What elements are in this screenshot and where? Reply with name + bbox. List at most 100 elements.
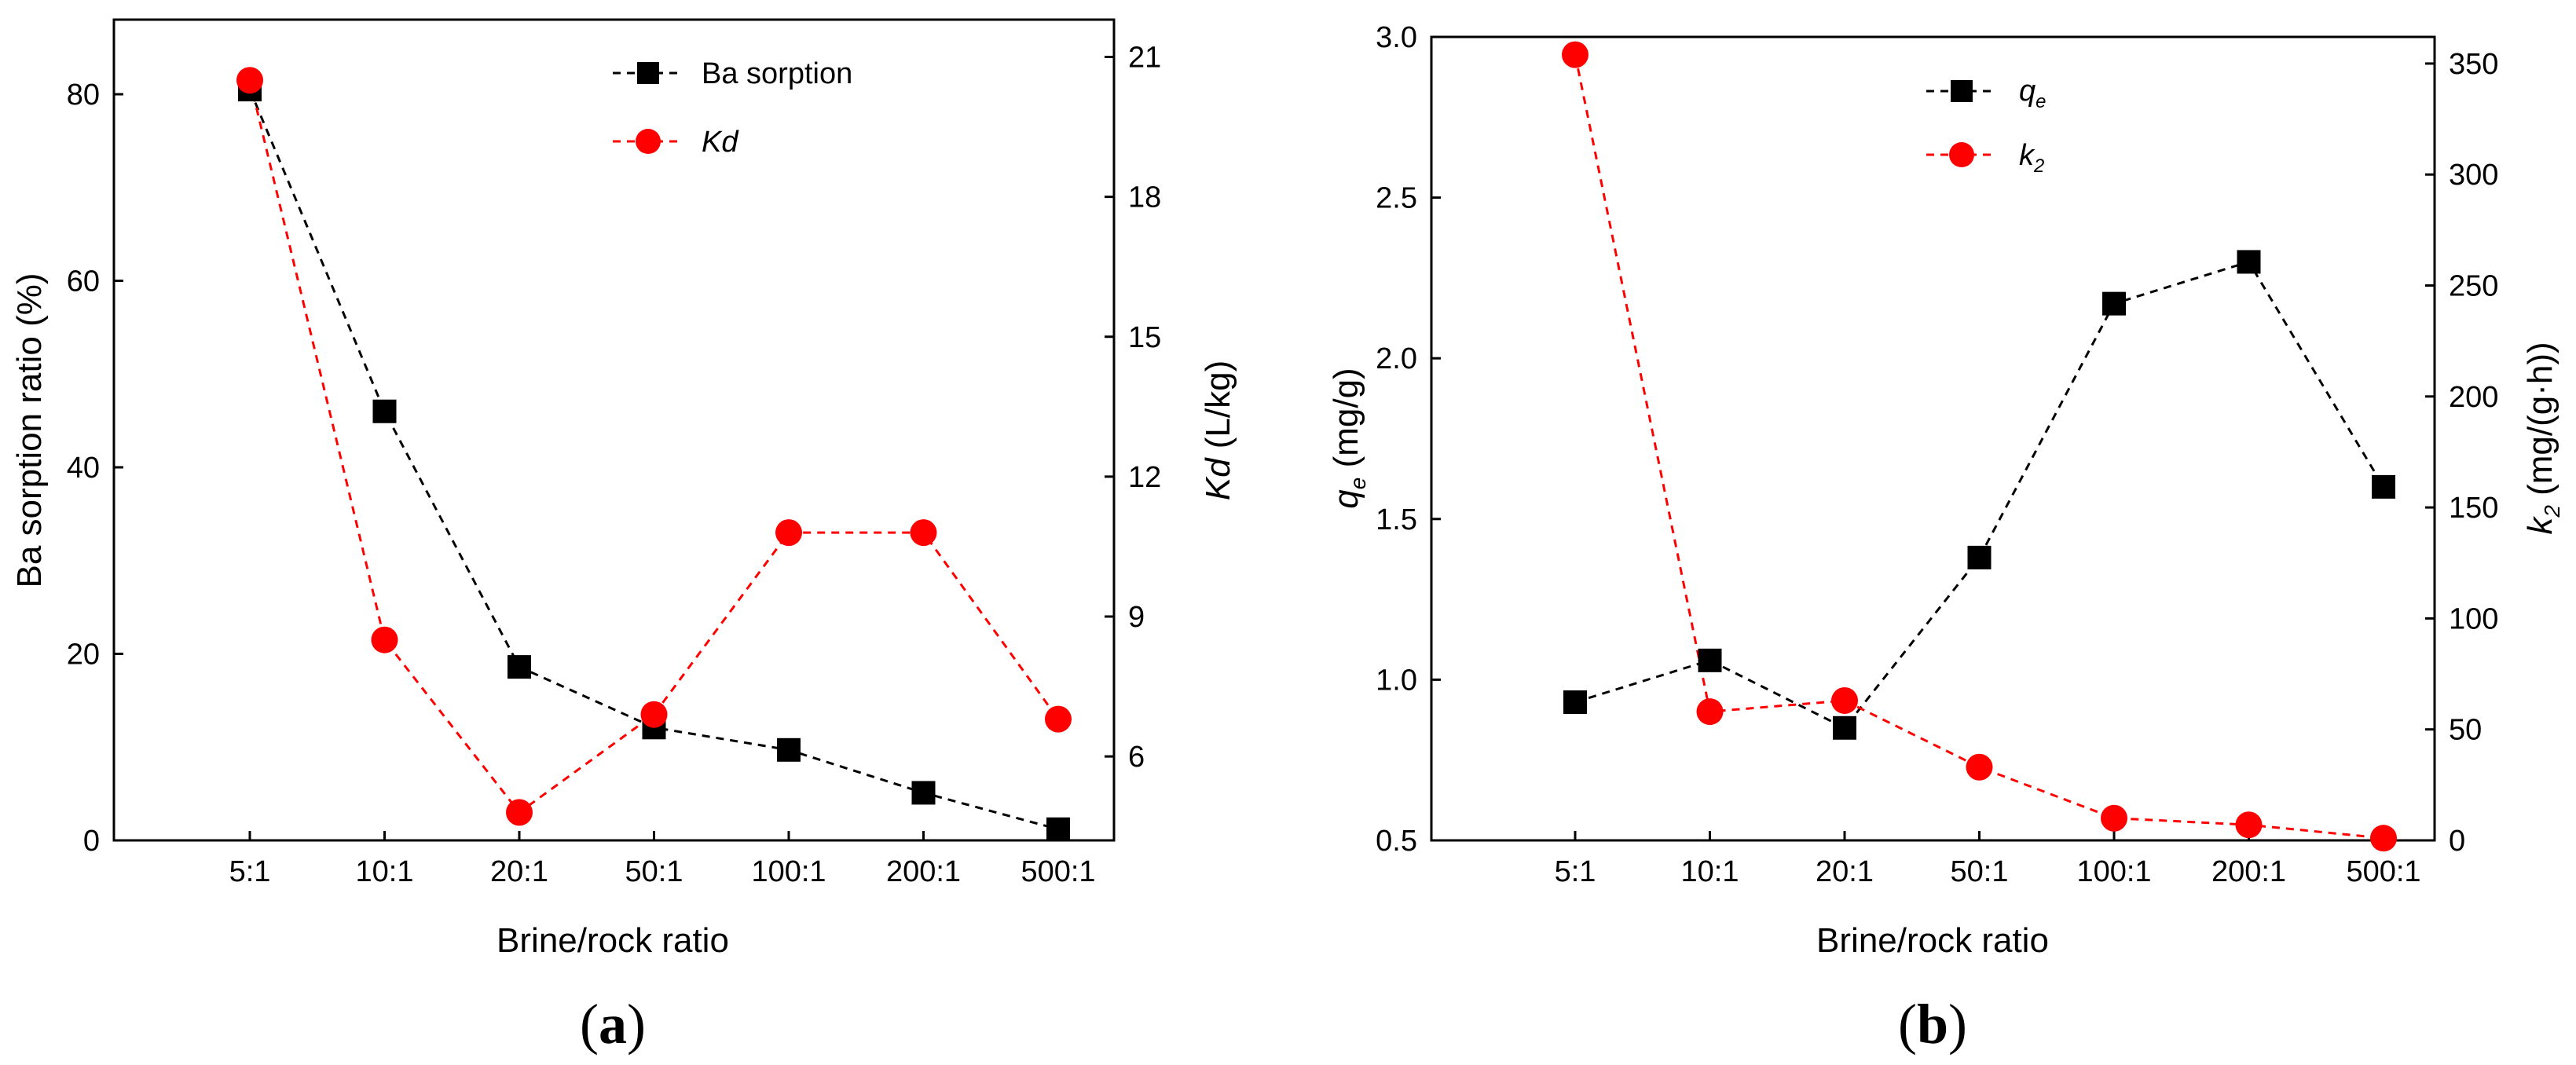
panel-a-series-0-point xyxy=(372,399,397,423)
panel-a-left-tick-label: 40 xyxy=(67,452,100,485)
panel-b-x-axis-label: Brine/rock ratio xyxy=(1816,921,2049,960)
panel-a-chart: 5:1 10:1 20:1 50:1 100:1 200:1 500:1 0 20 40 60 80… xyxy=(10,18,1237,1056)
panel-a-left-axis-label: Ba sorption ratio (%) xyxy=(10,273,49,587)
panel-b-series-0-point xyxy=(1698,648,1722,672)
panel-a-series-1-point xyxy=(1045,705,1072,733)
panel-a-x-tick-label: 200:1 xyxy=(886,855,961,888)
panel-a-right-axis-label: Kd (L/kg) xyxy=(1199,360,1237,501)
panel-a-left-tick-label: 0 xyxy=(83,825,100,858)
panel-a-caption: (a) xyxy=(580,993,646,1056)
panel-b-legend-label-qe-symbol: q xyxy=(2019,75,2036,108)
panel-b-letter: b xyxy=(1917,993,1948,1056)
panel-b-series-0-line xyxy=(1574,260,2385,730)
panel-b-legend-label-qe-subscript: e xyxy=(2036,91,2046,112)
panel-a-right-tick-label: 9 xyxy=(1128,601,1145,634)
panel-b-right-ticks: 0 50 100 150 200 250 300 350 xyxy=(2425,48,2498,858)
panel-b-series-0-point xyxy=(1967,545,1992,569)
panel-b-chart: 5:1 10:1 20:1 50:1 100:1 200:1 500:1 0.5 1.0 1.5… xyxy=(1327,21,2564,1056)
panel-b-legend-label-k2-symbol: k xyxy=(2019,139,2036,172)
panel-a-left-tick-label: 60 xyxy=(67,265,100,298)
panel-b-x-tick-label: 100:1 xyxy=(2076,855,2151,888)
panel-b-legend: qe k2 xyxy=(1926,75,2047,177)
panel-a-x-tick-label: 10:1 xyxy=(356,855,414,888)
panel-b-series-1-point xyxy=(1562,41,1588,68)
panel-b-x-tick-label: 10:1 xyxy=(1681,855,1739,888)
panel-a-legend-marker-ba xyxy=(637,62,659,84)
panel-b-x-tick-label: 20:1 xyxy=(1816,855,1874,888)
panel-a-series-1-point xyxy=(236,67,263,94)
panel-b-series-0-point xyxy=(2372,474,2395,499)
panel-b-series-markers xyxy=(1562,41,2397,852)
panel-a-right-tick-label: 18 xyxy=(1128,181,1161,214)
panel-a-legend-label-ba: Ba sorption xyxy=(702,57,852,90)
panel-a-series-1-point xyxy=(506,799,533,826)
panel-b-right-axis-label-subscript: 2 xyxy=(2540,505,2564,518)
panel-b-series-1-point xyxy=(2235,811,2263,839)
panel-b-caption: (b) xyxy=(1898,993,1967,1056)
panel-b-left-ticks: 0.5 1.0 1.5 2.0 2.5 3.0 xyxy=(1376,21,1441,858)
panel-b-left-tick-label: 0.5 xyxy=(1376,825,1417,858)
panel-b-x-ticks: 5:1 10:1 20:1 50:1 100:1 200:1 500:1 xyxy=(1555,831,2421,888)
panel-b-legend-marker-qe xyxy=(1951,80,1973,102)
panel-a-right-ticks: 6 9 12 15 18 21 xyxy=(1105,42,1161,774)
panel-b-left-tick-label: 2.0 xyxy=(1376,342,1417,375)
panel-a-x-tick-label: 500:1 xyxy=(1021,855,1095,888)
panel-a-right-tick-label: 12 xyxy=(1128,461,1161,494)
panel-b-left-axis-label: qe (mg/g) xyxy=(1327,368,1370,508)
panel-a-series-1-point xyxy=(910,519,937,547)
panel-b-right-tick-label: 200 xyxy=(2449,381,2498,414)
panel-a-series-0-point xyxy=(777,737,801,762)
panel-a-x-ticks: 5:1 10:1 20:1 50:1 100:1 200:1 500:1 xyxy=(229,831,1096,888)
panel-b-left-tick-label: 1.0 xyxy=(1376,664,1417,697)
panel-b-right-tick-label: 300 xyxy=(2449,159,2498,192)
panel-a-right-axis-label-unit: (L/kg) xyxy=(1199,360,1237,459)
panel-b-left-tick-label: 1.5 xyxy=(1376,503,1417,536)
panel-a-right-axis-label-symbol: Kd xyxy=(1199,457,1237,500)
panel-a-left-tick-label: 80 xyxy=(67,79,100,112)
panel-b-right-tick-label: 0 xyxy=(2449,825,2465,858)
panel-a-legend-marker-kd xyxy=(636,129,661,154)
panel-b-series-0-point xyxy=(2237,250,2261,274)
panel-a-series-0-point xyxy=(911,781,936,805)
panel-a-series-markers xyxy=(236,67,1072,841)
panel-a-x-axis-label: Brine/rock ratio xyxy=(497,921,729,960)
panel-b-right-tick-label: 150 xyxy=(2449,492,2498,525)
panel-b-right-tick-label: 100 xyxy=(2449,602,2498,635)
panel-a-x-tick-label: 20:1 xyxy=(490,855,548,888)
panel-b-right-axis-label: k2 (mg/(g·h)) xyxy=(2521,342,2564,534)
panel-b-series-1-point xyxy=(1966,753,1993,781)
panel-b-left-axis-label-subscript: e xyxy=(1346,478,1370,490)
panel-b-left-tick-label: 2.5 xyxy=(1376,182,1417,215)
panel-a-x-tick-label: 100:1 xyxy=(751,855,826,888)
panel-b-left-tick-label: 3.0 xyxy=(1376,21,1417,54)
panel-b-plot-frame xyxy=(1430,35,2436,842)
panel-b-legend-label-qe: qe xyxy=(2019,75,2047,112)
panel-a-series-0-point xyxy=(1046,817,1070,841)
panel-b-x-tick-label: 5:1 xyxy=(1555,855,1596,888)
panel-b-legend-label-k2: k2 xyxy=(2019,139,2044,177)
panel-b-x-tick-label: 500:1 xyxy=(2346,855,2420,888)
panel-b-left-axis-label-unit: (mg/g) xyxy=(1327,368,1365,477)
panel-a-right-tick-label: 21 xyxy=(1128,42,1161,75)
panel-a-x-tick-label: 5:1 xyxy=(229,855,271,888)
panel-b-legend-marker-k2 xyxy=(1949,142,1974,167)
panel-b-series-1-line xyxy=(1574,54,2384,840)
panel-b-series-0-point xyxy=(1833,715,1856,740)
panel-a-left-tick-label: 20 xyxy=(67,639,100,672)
panel-a-series-1-point xyxy=(640,701,668,728)
panel-a-right-tick-label: 6 xyxy=(1128,741,1145,774)
panel-a-series-0-point xyxy=(508,655,531,679)
panel-a-letter: a xyxy=(599,993,627,1056)
panel-a-x-tick-label: 50:1 xyxy=(625,855,683,888)
panel-a-legend-label-kd: Kd xyxy=(702,126,739,159)
panel-b-right-tick-label: 50 xyxy=(2449,714,2482,747)
panel-a-series-1-point xyxy=(775,519,802,547)
panel-a-series-1-point xyxy=(371,626,398,653)
panel-b-series-0-point xyxy=(1563,690,1587,715)
panel-a-legend: Ba sorption Kd xyxy=(613,57,852,159)
panel-b-right-tick-label: 250 xyxy=(2449,270,2498,303)
panel-b-series-1-point xyxy=(1696,698,1724,726)
panel-b-series-1-point xyxy=(2101,804,2127,832)
panel-b-series-1-point xyxy=(1831,686,1858,714)
